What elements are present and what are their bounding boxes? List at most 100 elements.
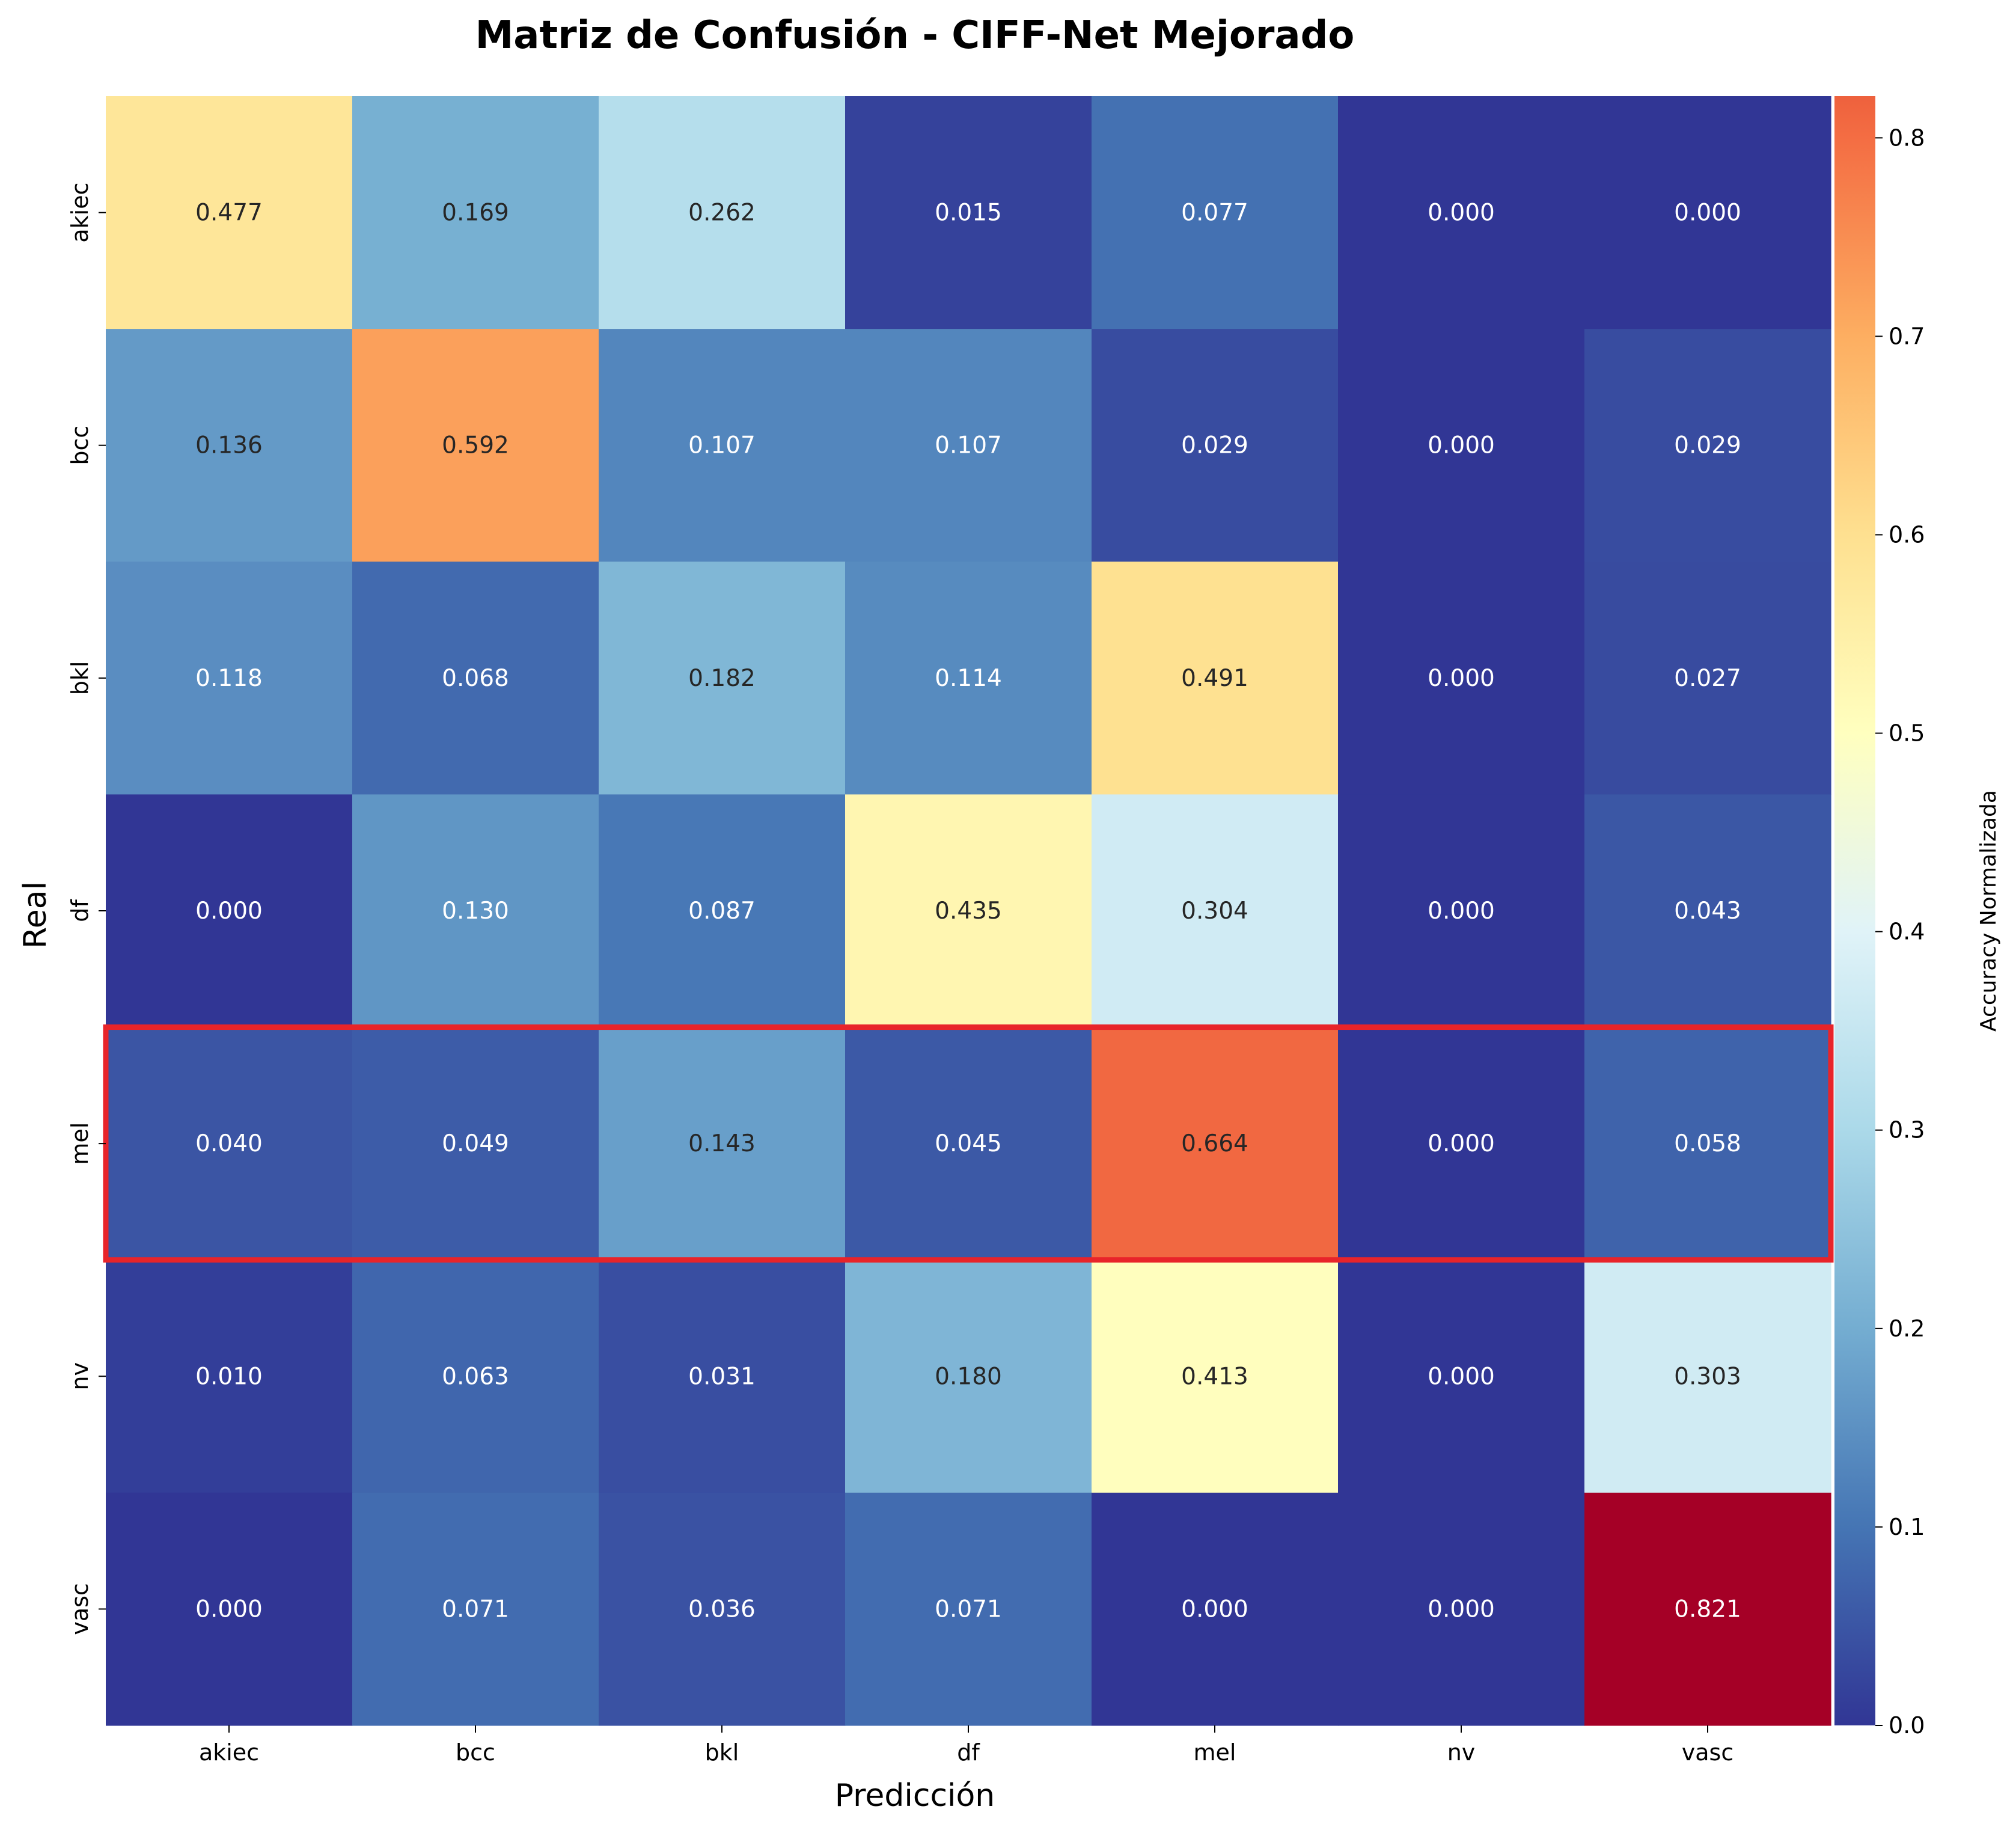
heatmap-cell — [1338, 329, 1585, 562]
colorbar-tick-label: 0.1 — [1889, 1514, 1925, 1540]
y-tick-label: vasc — [67, 1583, 93, 1635]
cell-value-label: 0.063 — [442, 1363, 509, 1390]
heatmap-cell — [352, 329, 599, 562]
heatmap-cell — [1338, 96, 1585, 329]
heatmap-cell — [1338, 1492, 1585, 1726]
heatmap-cell — [1092, 1492, 1339, 1726]
heatmap-cell — [1584, 1492, 1831, 1726]
cell-value-label: 0.068 — [442, 665, 509, 692]
colorbar-tick-label: 0.4 — [1889, 919, 1925, 945]
cell-value-label: 0.000 — [1428, 898, 1495, 925]
cell-value-label: 0.043 — [1674, 898, 1741, 925]
x-axis-ticks: akiec bcc bkl df mel nv vasc — [199, 1725, 1733, 1766]
heatmap-cell — [1584, 1259, 1831, 1493]
cell-value-label: 0.000 — [1428, 665, 1495, 692]
cell-value-label: 0.169 — [442, 200, 509, 227]
heatmap-cell — [599, 562, 846, 795]
heatmap-cells — [106, 96, 1831, 1726]
heatmap-cell — [599, 1027, 846, 1261]
heatmap-cell — [845, 1492, 1092, 1726]
cell-value-label: 0.036 — [688, 1596, 756, 1623]
heatmap-cell — [106, 1027, 353, 1261]
chart-title: Matriz de Confusión - CIFF-Net Mejorado — [475, 13, 1355, 58]
heatmap-cell — [352, 96, 599, 329]
heatmap-cell — [599, 1259, 846, 1493]
heatmap-cell — [1338, 1259, 1585, 1493]
y-tick-label: bcc — [67, 426, 93, 465]
x-axis-label: Predicción — [835, 1778, 995, 1814]
x-tick-label: df — [957, 1739, 980, 1766]
cell-value-label: 0.000 — [1674, 200, 1741, 227]
heatmap-cell — [1338, 794, 1585, 1028]
heatmap-cell — [352, 562, 599, 795]
colorbar-tick-label: 0.2 — [1889, 1315, 1925, 1342]
cell-value-label: 0.031 — [688, 1363, 756, 1390]
colorbar-ticks: 0.0 0.1 0.2 0.3 0.4 0.5 0.6 0.7 0.8 — [1875, 124, 1925, 1739]
cell-value-label: 0.118 — [195, 665, 263, 692]
cell-value-label: 0.071 — [442, 1596, 509, 1623]
y-tick-label: df — [67, 899, 93, 922]
heatmap-cell — [599, 1492, 846, 1726]
cell-value-label: 0.143 — [688, 1130, 756, 1157]
x-tick-label: bkl — [705, 1739, 739, 1766]
heatmap-cell — [352, 1027, 599, 1261]
cell-value-label: 0.040 — [195, 1130, 263, 1157]
heatmap-cell — [352, 1259, 599, 1493]
heatmap-cell — [1338, 562, 1585, 795]
heatmap-cell — [599, 96, 846, 329]
cell-value-label: 0.477 — [195, 200, 263, 227]
heatmap-cell — [845, 96, 1092, 329]
heatmap-cell — [106, 794, 353, 1028]
cell-value-label: 0.029 — [1674, 432, 1741, 459]
y-tick-label: bkl — [67, 661, 93, 696]
heatmap-cell — [1584, 96, 1831, 329]
heatmap-cell — [845, 1259, 1092, 1493]
cell-value-label: 0.114 — [935, 665, 1002, 692]
cell-value-label: 0.000 — [1428, 432, 1495, 459]
heatmap-cell — [845, 329, 1092, 562]
y-tick-label: nv — [67, 1362, 93, 1391]
cell-value-label: 0.000 — [1428, 200, 1495, 227]
cell-value-label: 0.182 — [688, 665, 756, 692]
heatmap-cell — [1584, 794, 1831, 1028]
cell-value-label: 0.015 — [935, 200, 1002, 227]
x-tick-label: nv — [1447, 1739, 1476, 1766]
cell-value-label: 0.077 — [1181, 200, 1248, 227]
colorbar-tick-label: 0.7 — [1889, 323, 1925, 349]
cell-value-label: 0.130 — [442, 898, 509, 925]
x-tick-label: vasc — [1682, 1739, 1733, 1766]
cell-value-label: 0.592 — [442, 432, 509, 459]
cell-value-label: 0.664 — [1181, 1130, 1248, 1157]
cell-value-label: 0.136 — [195, 432, 263, 459]
cell-value-label: 0.071 — [935, 1596, 1002, 1623]
heatmap-cell — [1092, 329, 1339, 562]
cell-value-label: 0.304 — [1181, 898, 1248, 925]
y-axis-label: Real — [17, 881, 53, 949]
heatmap-cell — [1092, 794, 1339, 1028]
heatmap-cell — [106, 562, 353, 795]
cell-value-label: 0.107 — [688, 432, 756, 459]
heatmap-cell — [1092, 562, 1339, 795]
heatmap-cell — [599, 329, 846, 562]
heatmap-cell — [1092, 1027, 1339, 1261]
heatmap-value-labels: 0.477 0.169 0.262 0.015 0.077 0.000 0.000 0.136… — [195, 200, 1741, 1623]
colorbar-gradient — [1834, 96, 1875, 1725]
cell-value-label: 0.262 — [688, 200, 756, 227]
colorbar-tick-label: 0.6 — [1889, 521, 1925, 548]
cell-value-label: 0.107 — [935, 432, 1002, 459]
cell-value-label: 0.303 — [1674, 1363, 1741, 1390]
heatmap-cell — [1584, 562, 1831, 795]
cell-value-label: 0.000 — [195, 1596, 263, 1623]
heatmap-cell — [1584, 329, 1831, 562]
heatmap-cell — [599, 794, 846, 1028]
cell-value-label: 0.058 — [1674, 1130, 1741, 1157]
heatmap-cell — [1338, 1027, 1585, 1261]
cell-value-label: 0.087 — [688, 898, 756, 925]
colorbar-tick-label: 0.8 — [1889, 124, 1925, 151]
heatmap-cell — [352, 794, 599, 1028]
cell-value-label: 0.821 — [1674, 1596, 1741, 1623]
x-tick-label: bcc — [456, 1739, 495, 1766]
cell-value-label: 0.491 — [1181, 665, 1248, 692]
colorbar-tick-label: 0.0 — [1889, 1712, 1925, 1739]
